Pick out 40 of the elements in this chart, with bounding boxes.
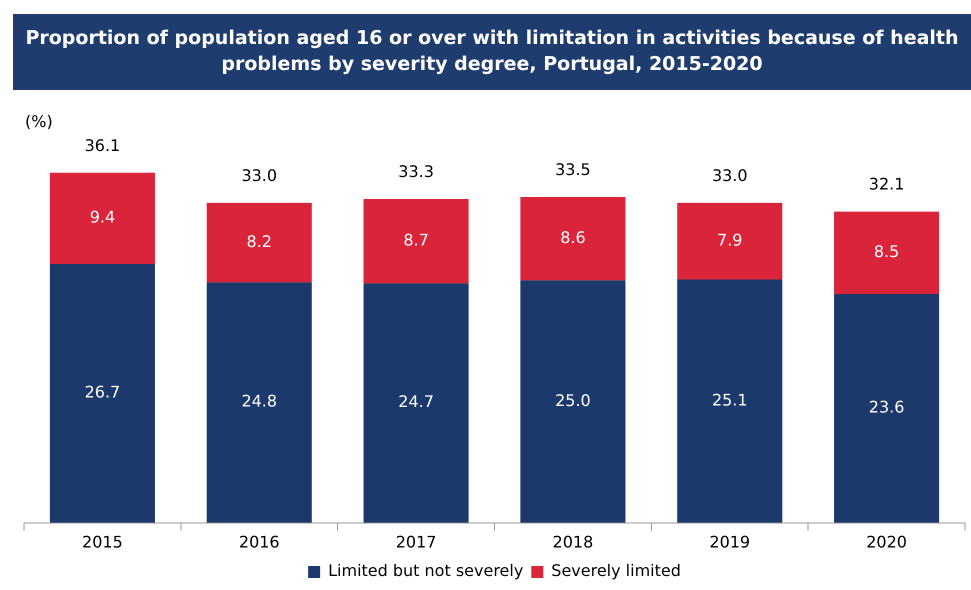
x-tick-label: 2018 xyxy=(552,532,594,552)
bar xyxy=(520,280,626,523)
bar xyxy=(677,279,782,523)
data-label: 23.6 xyxy=(868,398,904,417)
data-label: 9.4 xyxy=(90,208,116,227)
legend-label: Limited but not severely xyxy=(328,561,524,580)
bar xyxy=(50,264,155,523)
data-label: 24.7 xyxy=(398,392,434,412)
bar xyxy=(364,283,469,523)
x-tick-label: 2015 xyxy=(82,532,123,552)
chart-title: Proportion of population aged 16 or over with limitation in activities because of health problems by severity degree, Portugal, 2015-2020 xyxy=(13,14,971,90)
data-label: 25.1 xyxy=(712,390,748,410)
bar xyxy=(206,202,312,282)
total-label: 33.0 xyxy=(241,166,278,186)
bar xyxy=(206,282,312,523)
data-label: 26.7 xyxy=(84,382,120,402)
total-label: 33.5 xyxy=(555,160,591,180)
y-axis-title: (%) xyxy=(25,112,53,132)
data-label: 8.2 xyxy=(246,232,272,251)
data-label: 8.7 xyxy=(403,230,429,250)
bar xyxy=(364,198,469,284)
data-label: 24.8 xyxy=(241,392,278,411)
x-tick-label: 2016 xyxy=(238,532,280,552)
x-tick-label: 2019 xyxy=(709,532,750,552)
bar xyxy=(834,294,940,523)
total-label: 33.3 xyxy=(398,162,434,182)
data-label: 8.6 xyxy=(560,228,586,247)
bar xyxy=(520,197,626,280)
x-tick-label: 2017 xyxy=(396,532,436,552)
data-label: 7.9 xyxy=(717,230,742,250)
total-label: 32.1 xyxy=(868,174,904,194)
bar xyxy=(677,202,782,280)
data-label: 25.0 xyxy=(555,390,591,410)
x-tick-label: 2020 xyxy=(866,532,907,552)
legend-label: Severely limited xyxy=(551,561,681,580)
data-label: 8.5 xyxy=(874,242,900,261)
bar xyxy=(834,212,940,294)
total-label: 33.0 xyxy=(712,166,748,186)
bar xyxy=(50,172,155,264)
total-label: 36.1 xyxy=(84,136,120,155)
